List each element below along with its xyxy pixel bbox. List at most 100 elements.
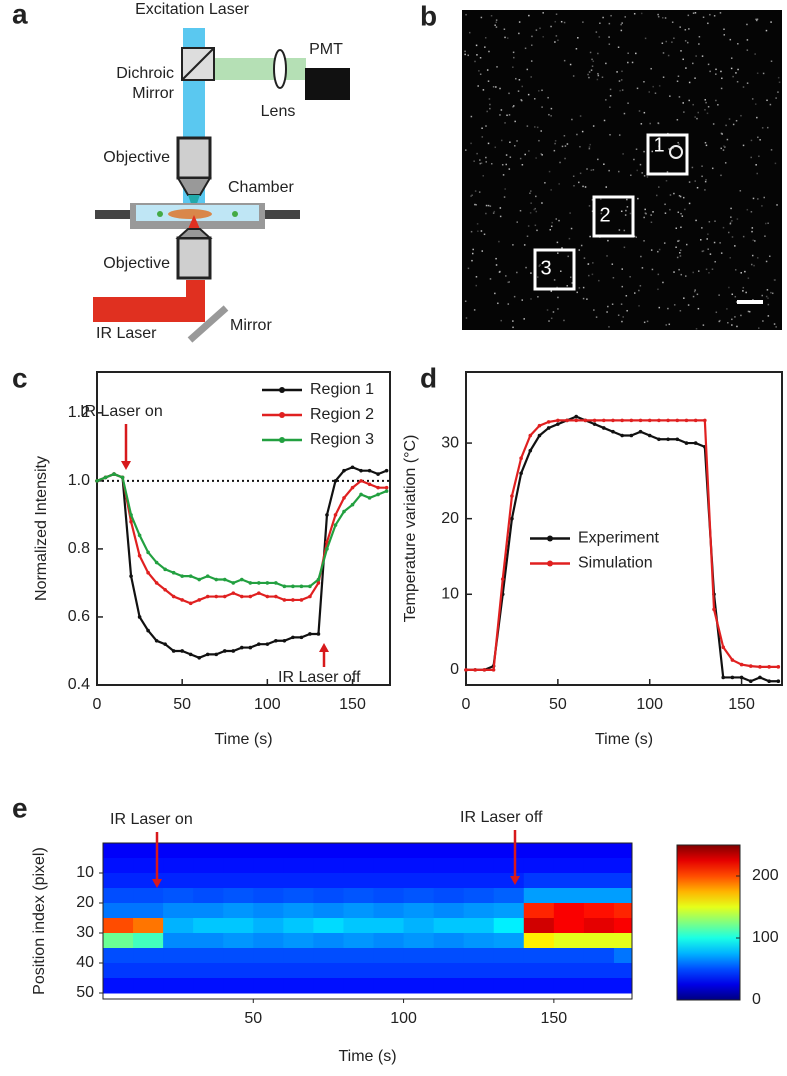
speckle bbox=[478, 191, 481, 193]
speckle bbox=[508, 281, 510, 283]
heatmap-cell bbox=[613, 858, 632, 874]
speckle bbox=[706, 238, 708, 240]
speckle bbox=[697, 111, 700, 114]
x-tick-label: 100 bbox=[254, 696, 281, 713]
speckle bbox=[548, 320, 550, 322]
speckle bbox=[468, 31, 471, 34]
data-point bbox=[721, 645, 726, 649]
heatmap-cell bbox=[433, 873, 465, 889]
data-point bbox=[703, 418, 707, 423]
speckle bbox=[676, 80, 679, 83]
heatmap-cell bbox=[253, 873, 284, 889]
speckle bbox=[584, 186, 587, 188]
data-point bbox=[291, 598, 295, 602]
speckle bbox=[611, 303, 614, 305]
heatmap-cell bbox=[523, 918, 555, 934]
speckle bbox=[664, 17, 667, 19]
speckle bbox=[746, 208, 749, 211]
speckle bbox=[750, 156, 752, 159]
x-axis-label: Time (s) bbox=[338, 1048, 396, 1065]
heatmap-cell bbox=[103, 888, 134, 904]
speckle bbox=[734, 316, 736, 318]
speckle bbox=[667, 54, 670, 57]
data-point bbox=[299, 598, 304, 602]
legend-marker bbox=[279, 437, 285, 443]
ir-beam bbox=[93, 297, 205, 322]
data-point bbox=[257, 581, 261, 585]
speckle bbox=[473, 160, 475, 162]
colorbar-tick-label: 0 bbox=[752, 991, 761, 1008]
speckle bbox=[708, 272, 710, 274]
heatmap-cell bbox=[283, 948, 314, 964]
speckle bbox=[525, 266, 527, 269]
data-point bbox=[163, 567, 167, 572]
objective bbox=[176, 236, 212, 280]
speckle bbox=[734, 295, 737, 298]
speckle bbox=[608, 43, 611, 45]
heatmap-cell bbox=[523, 933, 555, 949]
speckle bbox=[547, 96, 549, 99]
legend-label: Region 2 bbox=[310, 406, 374, 423]
speckle bbox=[595, 31, 598, 33]
speckle bbox=[677, 141, 679, 144]
data-point bbox=[647, 418, 652, 423]
speckle bbox=[702, 16, 705, 19]
data-point bbox=[282, 638, 287, 643]
speckle bbox=[756, 172, 758, 175]
speckle bbox=[508, 114, 511, 116]
speckle bbox=[750, 211, 753, 213]
speckle bbox=[484, 46, 486, 48]
speckle bbox=[566, 285, 568, 287]
speckle bbox=[475, 284, 478, 287]
speckle bbox=[626, 206, 629, 208]
speckle bbox=[521, 164, 524, 166]
speckle bbox=[752, 299, 754, 301]
data-point bbox=[308, 632, 312, 636]
speckle bbox=[627, 102, 629, 104]
speckle bbox=[757, 136, 759, 139]
speckle bbox=[464, 53, 466, 56]
speckle bbox=[650, 249, 653, 251]
speckle bbox=[662, 17, 664, 19]
heatmap-cell bbox=[163, 903, 194, 919]
speckle bbox=[550, 290, 553, 292]
data-point bbox=[519, 456, 523, 460]
speckle bbox=[715, 73, 717, 75]
heatmap-cell bbox=[433, 918, 465, 934]
speckle bbox=[641, 267, 644, 269]
speckle bbox=[582, 21, 584, 23]
data-point bbox=[154, 581, 159, 585]
speckle bbox=[691, 166, 694, 169]
speckle bbox=[651, 268, 654, 271]
heatmap-cell bbox=[283, 903, 314, 919]
data-point bbox=[197, 598, 202, 602]
annotation: IR Laser on bbox=[110, 811, 193, 828]
speckle bbox=[582, 286, 585, 289]
speckle bbox=[557, 296, 559, 299]
speckle bbox=[678, 96, 681, 98]
heatmap-cell bbox=[583, 888, 615, 904]
speckle bbox=[752, 239, 754, 242]
speckle bbox=[744, 270, 746, 273]
speckle bbox=[495, 21, 498, 24]
heatmap-cell bbox=[583, 978, 615, 994]
speckle bbox=[646, 320, 649, 323]
speckle bbox=[658, 141, 661, 144]
heatmap-cell bbox=[493, 978, 525, 994]
speckle bbox=[485, 156, 487, 159]
micrograph bbox=[462, 10, 782, 330]
speckle bbox=[746, 39, 749, 41]
heatmap-cell bbox=[523, 903, 555, 919]
heatmap-cell bbox=[253, 888, 284, 904]
speckle bbox=[764, 235, 766, 237]
heatmap-cell bbox=[343, 918, 375, 934]
data-point bbox=[342, 509, 346, 514]
speckle bbox=[477, 230, 479, 232]
data-point bbox=[546, 420, 551, 424]
speckle bbox=[515, 77, 517, 80]
heatmap-cell bbox=[193, 978, 224, 994]
heatmap-cell bbox=[463, 948, 495, 964]
y-tick-label: 30 bbox=[441, 434, 459, 451]
speckle bbox=[758, 327, 760, 329]
speckle bbox=[729, 221, 732, 224]
